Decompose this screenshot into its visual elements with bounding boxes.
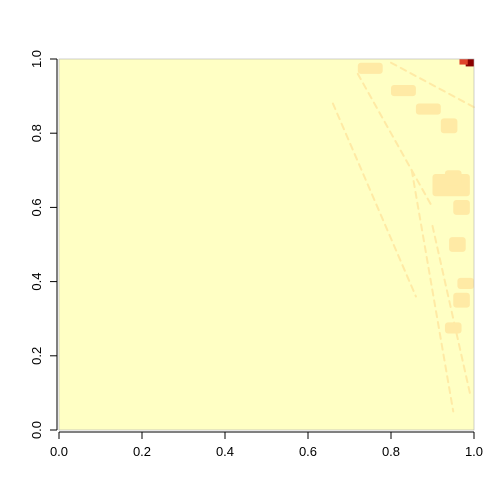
heatmap-region-light bbox=[415, 103, 441, 115]
y-axis: 0.0 0.2 0.4 0.6 0.8 1.0 bbox=[29, 50, 58, 439]
heatmap-streak bbox=[356, 72, 434, 209]
heatmap-streak bbox=[331, 102, 417, 298]
y-tick-label: 0.2 bbox=[29, 347, 44, 365]
y-tick-label: 0.0 bbox=[29, 421, 44, 439]
heatmap-regions bbox=[357, 59, 474, 334]
heatmap-region-light bbox=[391, 84, 416, 97]
x-tick-label: 0.0 bbox=[50, 444, 68, 459]
y-tick-label: 0.8 bbox=[29, 124, 44, 142]
heatmap-region-light bbox=[444, 322, 462, 334]
x-tick-label: 0.6 bbox=[299, 444, 317, 459]
heatmap-region-light bbox=[444, 170, 462, 186]
plot-area bbox=[59, 59, 474, 430]
y-tick-label: 0.4 bbox=[29, 273, 44, 291]
x-tick-label: 0.8 bbox=[382, 444, 400, 459]
heatmap-region-light bbox=[453, 199, 470, 215]
heatmap-region-light bbox=[453, 292, 470, 308]
heatmap-region-high bbox=[465, 59, 474, 67]
x-axis: 0.0 0.2 0.4 0.6 0.8 1.0 bbox=[50, 431, 483, 459]
heatmap-streak bbox=[390, 61, 475, 109]
heatmap-streaks bbox=[331, 61, 475, 413]
heatmap-streak bbox=[431, 224, 471, 394]
y-tick-label: 0.6 bbox=[29, 198, 44, 216]
x-tick-label: 0.4 bbox=[216, 444, 234, 459]
y-tick-label: 1.0 bbox=[29, 50, 44, 68]
plot-border bbox=[58, 58, 475, 431]
heatmap-region-light bbox=[449, 237, 466, 252]
heatmap-region-light bbox=[357, 62, 383, 74]
heatmap-region-mid bbox=[459, 59, 468, 65]
heatmap-region-light bbox=[440, 118, 458, 134]
heatmap-streak bbox=[410, 169, 455, 413]
heatmap-region-light bbox=[457, 277, 474, 290]
x-tick-label: 0.2 bbox=[133, 444, 151, 459]
x-tick-label: 1.0 bbox=[465, 444, 483, 459]
